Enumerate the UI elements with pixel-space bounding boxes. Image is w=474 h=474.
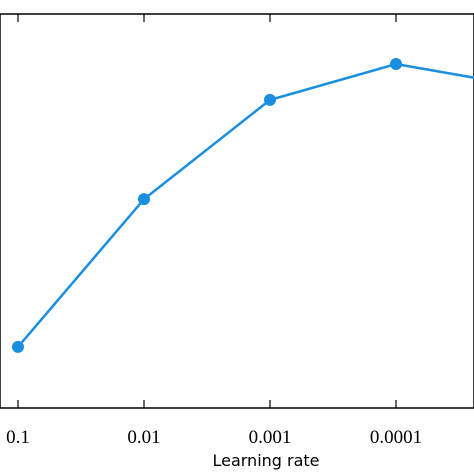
data-point [264,93,276,106]
series-line [17,62,474,348]
x-tick-label: 0.0001 [370,427,422,448]
x-tick-label: 0.1 [6,427,30,448]
data-point [390,58,402,71]
x-tick-label: 0.01 [127,427,160,448]
x-axis-label: Learning rate [212,451,319,470]
plot-frame [0,13,474,409]
x-tick-label: 0.001 [249,427,292,448]
data-point [12,340,24,353]
data-point [138,193,150,206]
